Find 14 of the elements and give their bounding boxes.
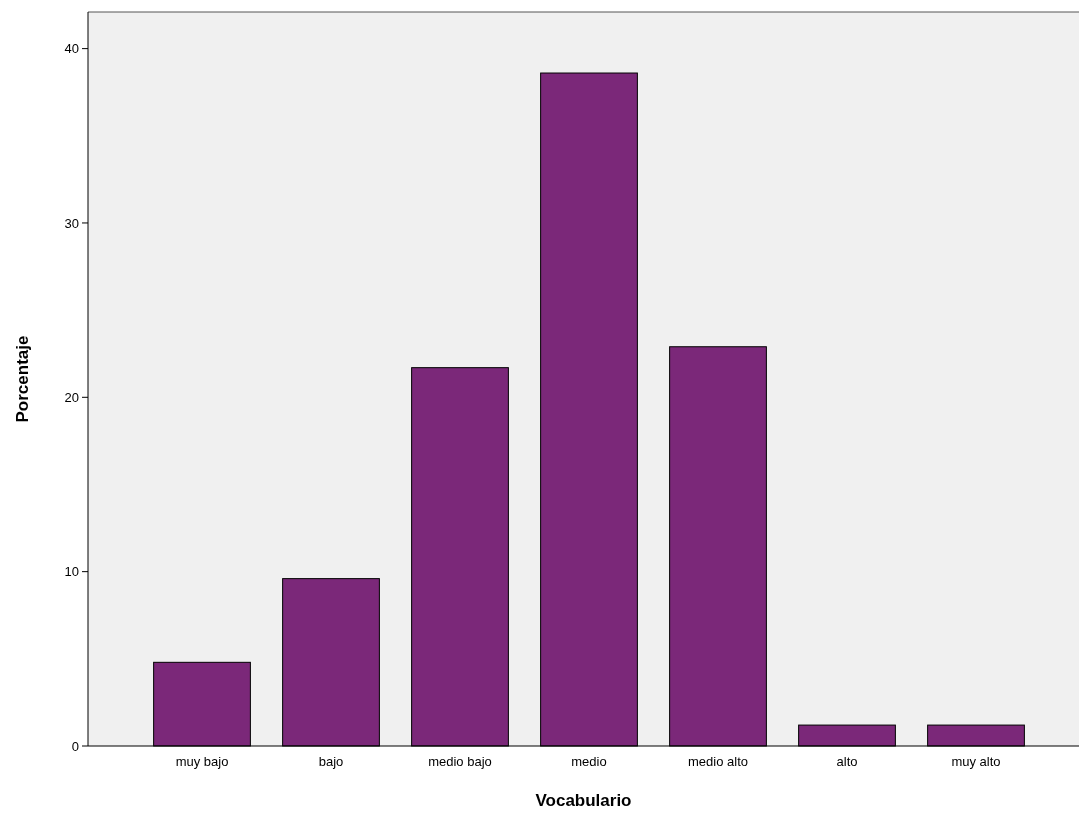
x-tick-label: alto xyxy=(836,754,858,769)
x-tick-label: muy bajo xyxy=(175,754,229,769)
x-tick-label: medio bajo xyxy=(428,754,492,769)
y-tick-label: 40 xyxy=(64,41,79,57)
x-tick-label: medio xyxy=(571,754,607,769)
x-tick-label: muy alto xyxy=(951,754,1001,769)
x-axis-title: Vocabulario xyxy=(535,791,632,810)
y-axis-title: Porcentaje xyxy=(13,335,32,423)
y-tick-label: 10 xyxy=(64,564,79,580)
x-tick-label: bajo xyxy=(318,754,344,769)
y-tick-label: 30 xyxy=(64,215,79,231)
y-tick-label: 0 xyxy=(71,738,79,754)
x-tick-label: medio alto xyxy=(688,754,748,769)
y-tick-label: 20 xyxy=(64,389,79,405)
